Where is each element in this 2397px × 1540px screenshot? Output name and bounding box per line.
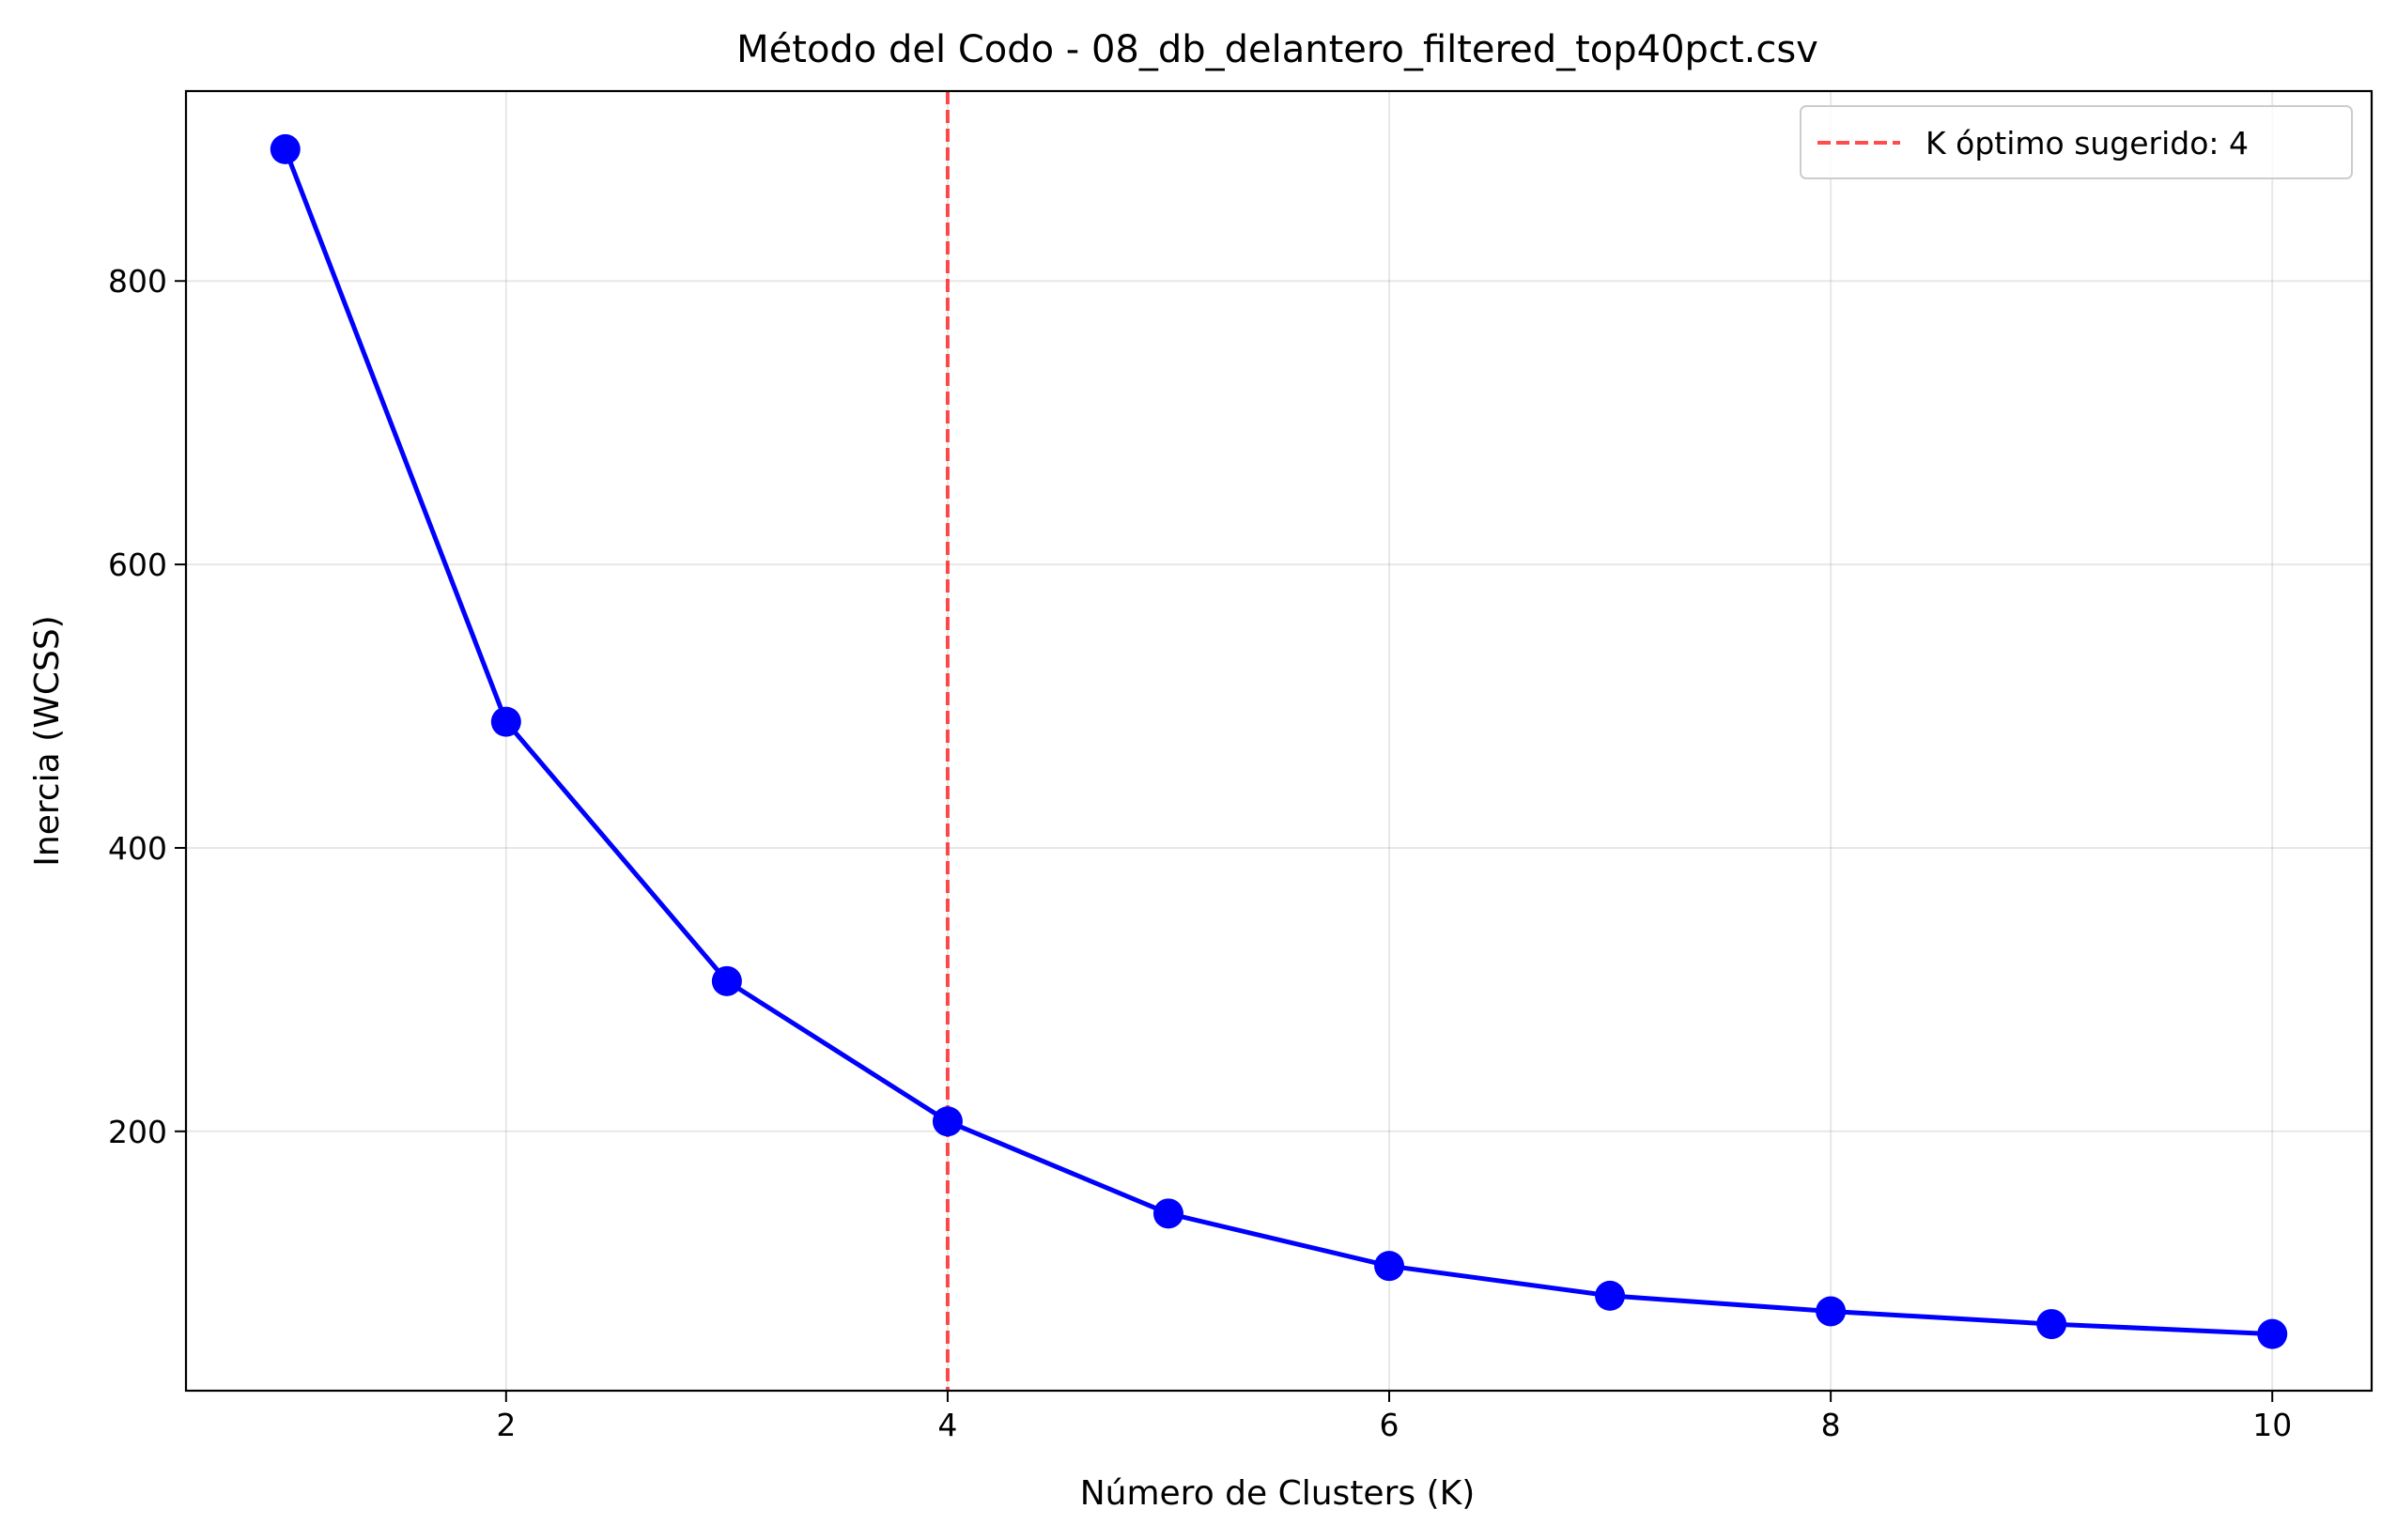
data-point [1152, 1198, 1183, 1229]
x-tick-label: 10 [2252, 1407, 2292, 1443]
data-point [1816, 1296, 1847, 1327]
y-tick-label: 400 [108, 830, 167, 867]
plot-frame [184, 89, 2374, 1393]
data-point [711, 965, 742, 996]
legend: K óptimo sugerido: 4 [1800, 105, 2353, 179]
data-point [2257, 1318, 2288, 1349]
data-point [2036, 1309, 2067, 1340]
y-axis-label: Inercia (WCSS) [28, 615, 67, 866]
grid-layer [186, 91, 2372, 1391]
y-axis: 200 400 600 800 [108, 263, 186, 1150]
series-layer [270, 133, 2288, 1349]
y-tick-label: 600 [108, 547, 167, 583]
x-tick-label: 4 [937, 1407, 957, 1443]
data-point [490, 706, 521, 737]
x-tick-label: 8 [1821, 1407, 1841, 1443]
x-tick-label: 6 [1380, 1407, 1400, 1443]
x-axis-label: Número de Clusters (K) [1080, 1474, 1476, 1513]
legend-label: K óptimo sugerido: 4 [1925, 125, 2249, 162]
data-point [270, 133, 301, 164]
series-line [283, 147, 2273, 1337]
x-axis: 2 4 6 8 10 [496, 1391, 2292, 1443]
data-point [1374, 1251, 1405, 1282]
data-point [1595, 1280, 1626, 1311]
legend-box [1800, 105, 2353, 179]
y-tick-label: 200 [108, 1114, 167, 1150]
x-tick-label: 2 [496, 1407, 516, 1443]
chart-title: Método del Codo - 08_db_delantero_filter… [736, 28, 1818, 71]
y-tick-label: 800 [108, 263, 167, 300]
data-point [932, 1106, 963, 1137]
